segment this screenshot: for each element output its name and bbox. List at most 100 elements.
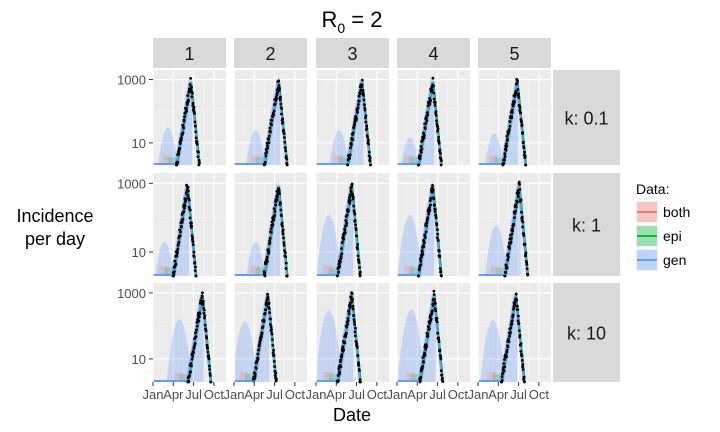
observed-point — [187, 380, 191, 384]
observed-point — [353, 334, 357, 338]
observed-point — [284, 261, 288, 265]
observed-point — [207, 357, 211, 361]
observed-point — [344, 219, 348, 222]
observed-point — [272, 359, 276, 363]
column-strip-5 — [478, 38, 551, 68]
observed-point — [172, 273, 176, 276]
observed-point — [419, 154, 422, 158]
observed-point — [358, 378, 362, 381]
observed-point — [181, 217, 185, 221]
observed-point — [421, 364, 425, 368]
observed-point — [267, 250, 271, 254]
observed-point — [268, 239, 271, 243]
observed-point — [522, 234, 526, 238]
observed-point — [419, 263, 423, 267]
observed-point — [433, 210, 437, 213]
observed-point — [363, 116, 367, 120]
observed-point — [200, 294, 204, 298]
observed-point — [512, 307, 515, 311]
observed-point — [430, 88, 434, 92]
legend-label-epi: epi — [663, 228, 682, 244]
observed-point — [432, 289, 436, 293]
observed-point — [437, 249, 441, 253]
observed-point — [265, 150, 269, 154]
observed-point — [194, 265, 197, 269]
observed-point — [283, 251, 287, 255]
observed-point — [194, 130, 198, 134]
observed-point — [365, 126, 369, 130]
observed-point — [194, 274, 198, 278]
observed-point — [337, 379, 340, 383]
observed-point — [363, 103, 366, 107]
x-tick-label: Oct — [367, 387, 388, 402]
observed-point — [437, 340, 441, 344]
observed-point — [256, 352, 260, 356]
legend: Data: both epi gen — [636, 181, 690, 271]
observed-point — [270, 332, 274, 336]
observed-point — [520, 210, 523, 214]
observed-point — [428, 322, 432, 325]
observed-point — [201, 302, 205, 306]
observed-point — [352, 320, 356, 324]
observed-point — [263, 160, 267, 164]
x-axes: Jan Apr Jul Oct Jan Apr Jul Oct Jan Apr Jul Oct Jan A… — [143, 382, 549, 402]
observed-point — [194, 136, 198, 140]
observed-point — [366, 135, 369, 139]
observed-point — [357, 261, 361, 264]
observed-point — [342, 237, 346, 241]
observed-point — [363, 108, 367, 112]
observed-point — [421, 138, 425, 142]
observed-point — [208, 368, 212, 371]
epi-ribbon — [179, 373, 187, 382]
observed-point — [503, 365, 507, 369]
observed-point — [188, 216, 192, 220]
observed-point — [265, 257, 269, 261]
observed-point — [440, 373, 444, 377]
observed-point — [422, 360, 425, 364]
observed-point — [524, 253, 528, 257]
observed-point — [426, 113, 430, 117]
observed-point — [173, 270, 176, 274]
observed-point — [187, 198, 191, 202]
observed-point — [423, 127, 427, 130]
observed-point — [354, 223, 357, 227]
observed-point — [350, 185, 353, 189]
observed-point — [429, 203, 432, 207]
observed-point — [525, 263, 529, 266]
observed-point — [422, 131, 425, 135]
observed-point — [273, 213, 277, 217]
observed-point — [346, 163, 350, 167]
observed-point — [517, 329, 521, 333]
x-tick-label: Jan — [224, 387, 245, 402]
observed-point — [283, 140, 287, 144]
observed-point — [281, 121, 285, 124]
observed-point — [429, 196, 433, 200]
both-ribbon — [323, 265, 333, 276]
observed-point — [521, 365, 525, 369]
gen-ribbon — [154, 178, 189, 276]
observed-point — [516, 79, 519, 82]
gen-ribbon — [398, 178, 435, 276]
observed-point — [350, 182, 354, 186]
observed-point — [432, 91, 436, 95]
observed-point — [267, 134, 271, 138]
both-ribbon — [490, 265, 501, 276]
observed-point — [348, 156, 351, 160]
observed-point — [360, 78, 364, 82]
observed-point — [438, 348, 442, 352]
plot-title: R0 = 2 — [322, 7, 383, 36]
observed-point — [516, 319, 520, 323]
observed-point — [426, 111, 429, 115]
both-ribbon — [250, 155, 260, 165]
y-tick-label: 1000 — [117, 73, 146, 88]
facet-panel — [396, 70, 470, 167]
observed-point — [360, 83, 364, 87]
facet-panel — [315, 173, 389, 278]
observed-point — [268, 126, 272, 130]
observed-point — [263, 311, 267, 315]
observed-point — [355, 247, 359, 251]
observed-point — [193, 261, 197, 264]
y-tick-label: 1000 — [117, 176, 146, 191]
observed-point — [502, 362, 506, 366]
observed-point — [520, 123, 524, 127]
